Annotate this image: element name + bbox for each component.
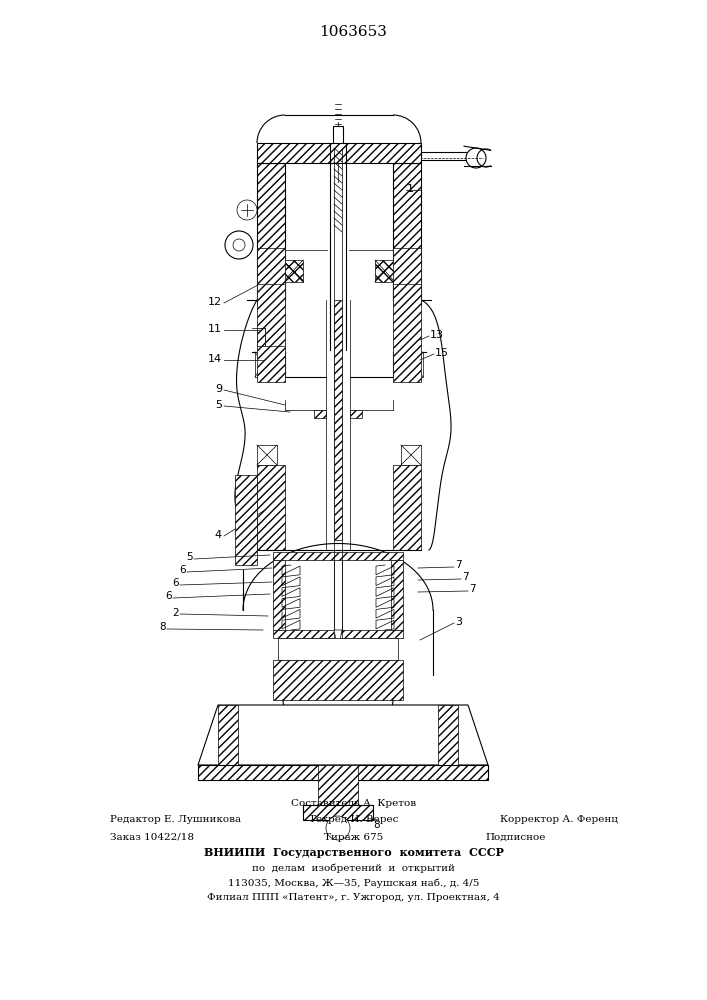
Text: 1063653: 1063653 bbox=[319, 25, 387, 39]
Text: 6: 6 bbox=[180, 565, 186, 575]
Bar bbox=[257, 163, 285, 300]
Text: 6: 6 bbox=[165, 591, 172, 601]
Text: 8: 8 bbox=[373, 820, 380, 830]
Bar bbox=[393, 284, 421, 382]
Text: 9: 9 bbox=[215, 384, 222, 394]
Bar bbox=[257, 465, 285, 550]
Text: 113035, Москва, Ж—35, Раушская наб., д. 4/5: 113035, Москва, Ж—35, Раушская наб., д. … bbox=[228, 878, 479, 888]
Text: ВНИИПИ  Государственного  комитета  СССР: ВНИИПИ Государственного комитета СССР bbox=[204, 848, 503, 858]
Bar bbox=[257, 445, 277, 465]
Bar bbox=[218, 705, 238, 765]
Text: Подписное: Подписное bbox=[486, 832, 547, 842]
Text: Составитель А. Кретов: Составитель А. Кретов bbox=[291, 798, 416, 808]
Bar bbox=[273, 660, 403, 700]
Bar bbox=[350, 410, 362, 418]
Polygon shape bbox=[334, 630, 342, 650]
Bar bbox=[401, 445, 421, 465]
Bar bbox=[314, 410, 326, 418]
Text: 2: 2 bbox=[173, 608, 179, 618]
Text: Корректор А. Ференц: Корректор А. Ференц bbox=[500, 816, 617, 824]
Text: по  делам  изобретений  и  открытий: по делам изобретений и открытий bbox=[252, 863, 455, 873]
Bar bbox=[273, 560, 285, 630]
Circle shape bbox=[233, 239, 245, 251]
Text: Тираж 675: Тираж 675 bbox=[324, 832, 383, 842]
Bar bbox=[255, 352, 272, 377]
Text: 5: 5 bbox=[187, 552, 193, 562]
Bar bbox=[333, 126, 343, 144]
Bar bbox=[273, 552, 403, 560]
Text: 13: 13 bbox=[430, 330, 444, 340]
Bar bbox=[318, 765, 358, 805]
Bar bbox=[257, 328, 265, 346]
Bar bbox=[273, 630, 403, 638]
Circle shape bbox=[260, 148, 280, 168]
Text: 11: 11 bbox=[208, 324, 222, 334]
Circle shape bbox=[326, 816, 350, 840]
Bar bbox=[334, 300, 342, 540]
Text: 7: 7 bbox=[455, 560, 462, 570]
Polygon shape bbox=[198, 705, 488, 765]
Text: 1: 1 bbox=[407, 184, 414, 194]
Text: 4: 4 bbox=[215, 530, 222, 540]
Bar bbox=[303, 805, 373, 820]
Bar bbox=[438, 705, 458, 765]
Text: 12: 12 bbox=[208, 297, 222, 307]
Bar bbox=[283, 260, 303, 282]
Text: 7: 7 bbox=[462, 572, 469, 582]
Text: Редактор Е. Лушникова: Редактор Е. Лушникова bbox=[110, 816, 240, 824]
Text: Заказ 10422/18: Заказ 10422/18 bbox=[110, 832, 194, 842]
Bar bbox=[391, 560, 403, 630]
Text: 5: 5 bbox=[215, 400, 222, 410]
Bar bbox=[393, 248, 421, 305]
Text: 3: 3 bbox=[455, 617, 462, 627]
Circle shape bbox=[466, 148, 486, 168]
Circle shape bbox=[237, 200, 257, 220]
Bar bbox=[393, 163, 421, 300]
Text: 7: 7 bbox=[469, 584, 476, 594]
Text: Техред И. Верес: Техред И. Верес bbox=[309, 816, 398, 824]
Bar bbox=[235, 475, 257, 565]
Bar bbox=[375, 260, 395, 282]
Text: 14: 14 bbox=[208, 354, 222, 364]
Bar bbox=[257, 248, 285, 305]
Circle shape bbox=[225, 231, 253, 259]
Text: 8: 8 bbox=[159, 622, 166, 632]
Bar bbox=[331, 144, 345, 148]
Text: 15: 15 bbox=[435, 348, 449, 358]
Bar bbox=[257, 284, 285, 382]
Bar bbox=[278, 638, 398, 660]
Bar bbox=[198, 765, 488, 780]
Text: Филиал ППП «Патент», г. Ужгород, ул. Проектная, 4: Филиал ППП «Патент», г. Ужгород, ул. Про… bbox=[207, 894, 500, 902]
Bar bbox=[257, 143, 421, 163]
Bar bbox=[393, 465, 421, 550]
Text: 6: 6 bbox=[173, 578, 179, 588]
Bar bbox=[406, 352, 423, 377]
